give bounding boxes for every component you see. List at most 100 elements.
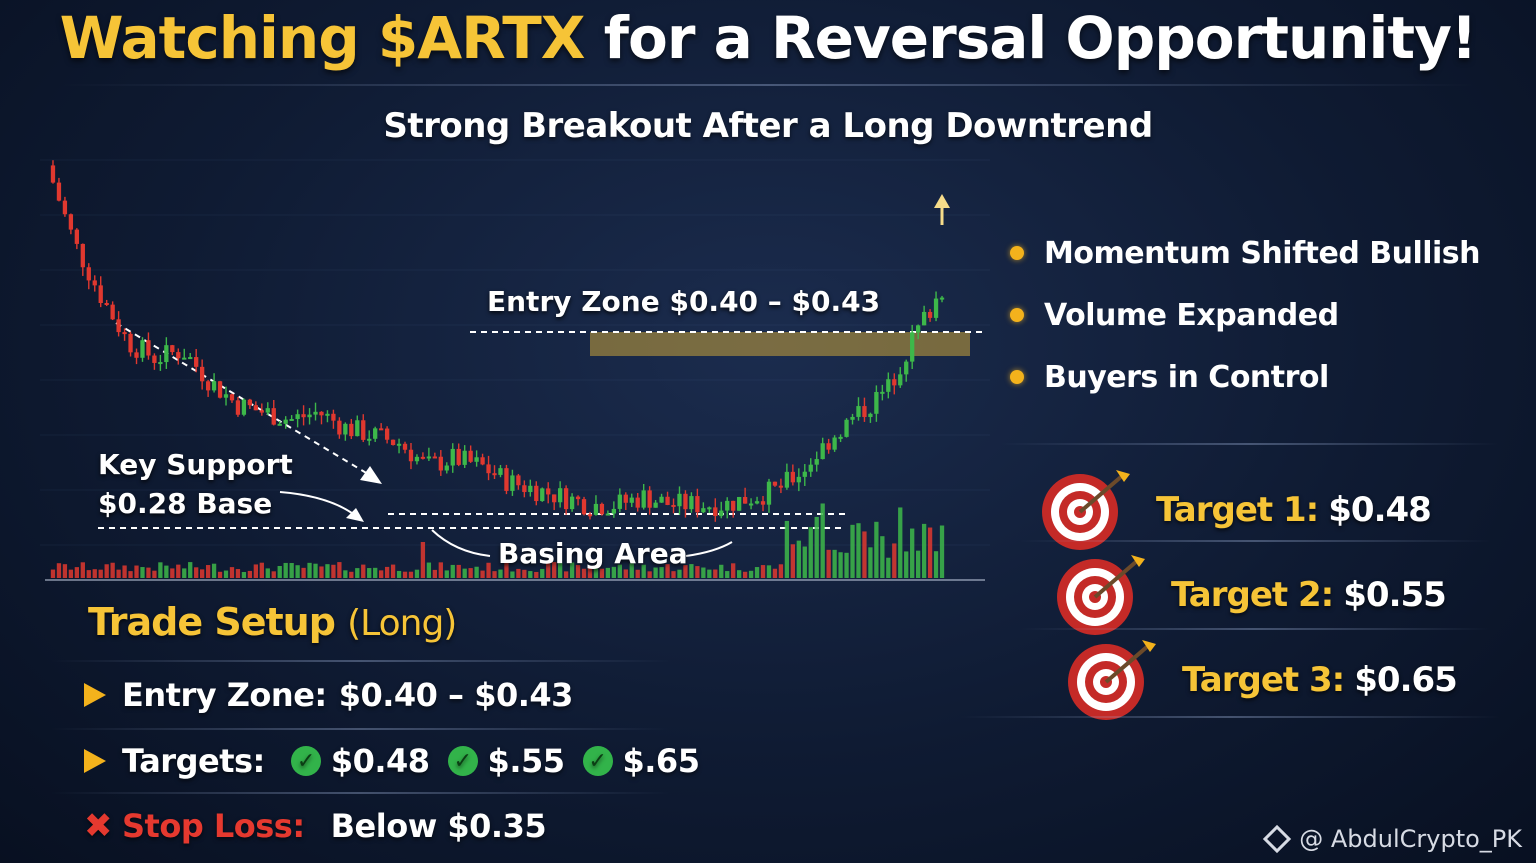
candle <box>778 485 784 488</box>
volume-bar <box>528 571 533 578</box>
basing-area-label: Basing Area <box>498 537 688 570</box>
volume-bar <box>605 567 611 578</box>
candle <box>426 456 432 459</box>
candle <box>295 414 300 419</box>
candle <box>379 428 384 431</box>
volume-bar <box>80 562 85 578</box>
volume-bar <box>808 527 813 578</box>
target-1-value: $0.48 <box>1328 490 1432 530</box>
candle <box>140 340 145 358</box>
volume-bar <box>325 564 330 578</box>
candle <box>677 493 682 507</box>
target-value: $.55 <box>487 742 565 780</box>
volume-bar <box>916 550 921 578</box>
candle <box>832 437 837 450</box>
basing-curve <box>431 529 491 557</box>
price-chart <box>40 159 990 581</box>
candle <box>86 267 91 281</box>
candle <box>402 443 408 450</box>
volume-bar <box>450 564 455 578</box>
candle <box>719 510 724 517</box>
volume-bar <box>176 564 181 578</box>
candle <box>68 214 74 230</box>
candle <box>874 391 879 414</box>
stop-value: Below $0.35 <box>330 807 547 845</box>
candle <box>134 352 139 358</box>
candle <box>754 501 760 504</box>
candle <box>498 468 503 475</box>
volume-bar <box>546 563 551 578</box>
divider <box>50 728 670 730</box>
volume-bar <box>563 571 569 578</box>
candle <box>235 400 241 415</box>
volume-bar <box>778 564 784 578</box>
volume-bar <box>307 562 312 578</box>
candle <box>456 448 461 465</box>
candle <box>552 494 557 503</box>
candle <box>289 418 294 421</box>
volume-bar <box>886 557 891 578</box>
candle <box>355 420 360 437</box>
volume-bar <box>921 523 927 578</box>
candle <box>838 436 843 439</box>
volume-bar <box>581 568 587 578</box>
candle <box>605 513 611 516</box>
volume-bar <box>277 565 282 578</box>
volume-bar <box>910 528 915 578</box>
volume-bar <box>182 568 187 578</box>
volume-bar <box>74 567 79 578</box>
candle <box>659 496 664 503</box>
volume-bar <box>98 569 103 578</box>
candle <box>546 488 551 495</box>
volume-bar <box>259 562 264 578</box>
volume-bar <box>748 570 754 578</box>
candle <box>229 394 235 401</box>
candle <box>844 419 849 437</box>
divider <box>1020 540 1490 542</box>
volume-bar <box>725 571 730 578</box>
candle <box>671 504 676 507</box>
candle <box>898 374 903 386</box>
candle <box>611 508 616 514</box>
volume-bar <box>683 565 688 578</box>
candle <box>653 502 658 508</box>
candle <box>92 280 97 286</box>
volume-bar <box>271 571 276 578</box>
bullet-list: Momentum Shifted Bullish Volume Expanded… <box>1010 222 1481 408</box>
candle <box>259 410 264 413</box>
trade-setup-title: Trade Setup (Long) <box>88 600 457 644</box>
volume-bar <box>289 563 294 578</box>
candle <box>450 448 455 466</box>
candle <box>241 399 247 415</box>
volume-bar <box>904 551 909 578</box>
target-value: $.65 <box>622 742 700 780</box>
target-row: Target 1: $0.48 <box>1040 468 1432 552</box>
candle <box>486 464 491 474</box>
volume-bar <box>229 567 235 578</box>
candle <box>927 311 933 318</box>
candle <box>748 503 754 506</box>
divider <box>1020 628 1490 630</box>
bullet-dot-icon <box>1010 246 1024 260</box>
volume-bar <box>677 569 682 578</box>
candle <box>128 333 133 353</box>
candle <box>760 501 766 505</box>
candle <box>438 456 443 471</box>
dartboard-icon <box>1057 555 1145 635</box>
candle <box>713 507 718 517</box>
candle <box>116 319 121 333</box>
volume-bar <box>701 567 706 578</box>
candle <box>731 500 736 511</box>
volume-bar <box>802 546 807 578</box>
trade-setup-subtitle: (Long) <box>347 603 457 644</box>
volume-bar <box>247 570 253 578</box>
candle <box>367 438 372 441</box>
volume-bar <box>188 562 193 578</box>
volume-bar <box>56 563 62 578</box>
volume-bar <box>826 549 831 578</box>
volume-bar <box>122 565 127 578</box>
candle <box>569 496 575 510</box>
volume-bar <box>170 568 175 578</box>
volume-bar <box>86 570 91 578</box>
volume-bar <box>659 567 664 578</box>
